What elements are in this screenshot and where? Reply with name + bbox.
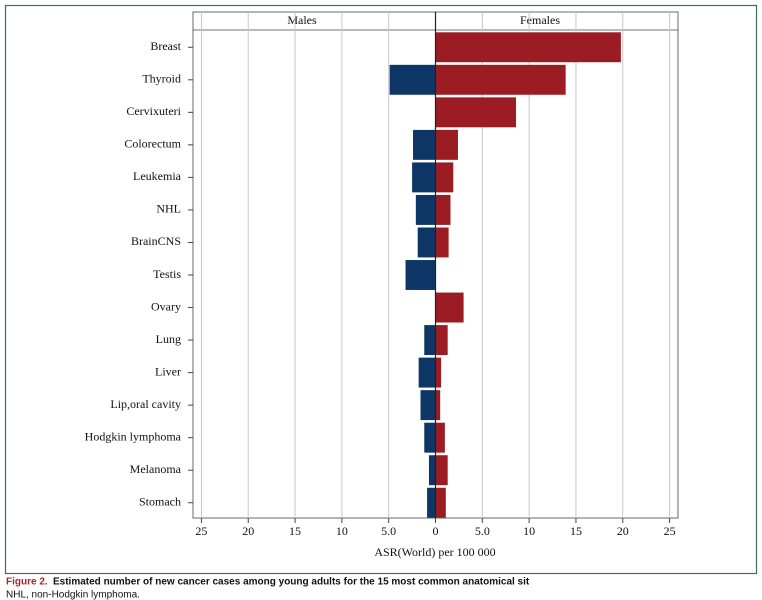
x-tick-label: 15 (289, 524, 301, 538)
y-tick-label: Colorectum (124, 137, 181, 151)
bar (435, 194, 451, 225)
y-tick-label: Breast (150, 39, 181, 53)
bar (435, 227, 449, 258)
y-tick-label: Testis (153, 267, 181, 281)
caption-fade (530, 575, 762, 589)
x-tick-label: 10 (336, 524, 348, 538)
y-tick-label: NHL (156, 202, 181, 216)
y-tick-label: Lip,oral cavity (110, 397, 181, 411)
bar (435, 32, 621, 63)
bar (435, 292, 464, 323)
bar (435, 487, 446, 518)
bar (435, 64, 566, 95)
bar (435, 129, 458, 160)
bar (428, 455, 436, 486)
x-tick-label: 15 (570, 524, 582, 538)
y-tick-label: Stomach (139, 494, 181, 508)
panel-title: Females (520, 13, 560, 27)
bar (389, 64, 436, 95)
bar (412, 162, 436, 193)
bar (435, 162, 454, 193)
x-tick-label: 10 (523, 524, 535, 538)
bar (418, 357, 436, 388)
bar (417, 227, 436, 258)
y-tick-label: Thyroid (142, 72, 181, 86)
bar (424, 325, 436, 356)
x-axis-title: ASR(World) per 100 000 (374, 545, 495, 559)
plot: 25 20 15 10 5.0 0 5.0 10 15 20 25 Breast Thyroid Cerv… (85, 12, 676, 538)
bar (427, 487, 436, 518)
y-tick-label: Melanoma (130, 462, 182, 476)
x-tick-label: 20 (242, 524, 254, 538)
bar (424, 422, 436, 453)
y-tick-label: Ovary (151, 299, 181, 313)
x-tick-label: 20 (617, 524, 629, 538)
x-tick-label: 0 (433, 524, 439, 538)
bar (435, 390, 441, 421)
y-tick-label: Lung (156, 332, 181, 346)
caption-label: Figure 2. (6, 577, 48, 588)
y-tick-label: Liver (155, 364, 181, 378)
bar (405, 260, 436, 290)
y-tick-label: Cervixuteri (126, 104, 181, 118)
bar (435, 422, 445, 453)
bar (415, 194, 436, 225)
x-tick-label: 25 (664, 524, 676, 538)
bar (435, 455, 448, 486)
panel-title: Males (287, 13, 317, 27)
y-tick-label: Leukemia (133, 169, 182, 183)
bar (413, 129, 436, 160)
footnote: NHL, non-Hodgkin lymphoma. (6, 590, 140, 600)
x-tick-label: 5.0 (381, 524, 396, 538)
frame (4, 4, 758, 575)
x-tick-label: 5.0 (475, 524, 490, 538)
x-tick-label: 25 (195, 524, 207, 538)
y-tick-label: BrainCNS (131, 234, 181, 248)
caption: Estimated number of new cancer cases amo… (53, 577, 530, 588)
bar (435, 325, 448, 356)
y-tick-label: Hodgkin lymphoma (85, 429, 182, 443)
bar (435, 97, 517, 128)
bar (420, 390, 436, 421)
bar (435, 357, 442, 388)
